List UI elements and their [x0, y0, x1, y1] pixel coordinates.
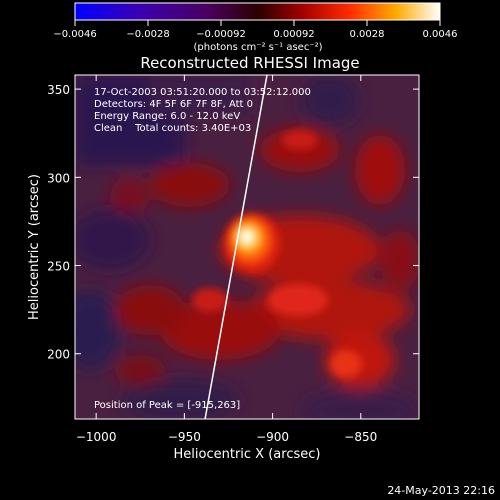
- colorbar-tick-label: 0.00092: [273, 29, 314, 40]
- annotation-energy-range: Energy Range: 6.0 - 12.0 keV: [94, 111, 240, 122]
- solar-limb-curve: [204, 75, 268, 419]
- y-tick-label: 350: [47, 83, 70, 97]
- y-tick-label: 300: [47, 171, 70, 185]
- plot-area: −1000 −950 −900 −850 200 250 300 350: [47, 74, 420, 444]
- annotation-block: 17-Oct-2003 03:51:20.000 to 03:52:12.000…: [94, 87, 311, 134]
- colorbar-ticks: −0.0046 −0.0028 −0.00092 0.00092 0.0028 0.004…: [53, 20, 458, 40]
- footer-timestamp: 24-May-2013 22:16: [387, 484, 495, 497]
- colorbar-tick-label: 0.0028: [350, 29, 385, 40]
- y-axis-ticks: 200 250 300 350: [47, 83, 419, 362]
- x-tick-label: −1000: [76, 430, 117, 444]
- colorbar-tick-label: −0.0046: [53, 29, 96, 40]
- x-axis-ticks: −1000 −950 −900 −850: [76, 75, 377, 444]
- colorbar: −0.0046 −0.0028 −0.00092 0.00092 0.0028 0.004…: [53, 2, 458, 53]
- annotation-time-range: 17-Oct-2003 03:51:20.000 to 03:52:12.000: [94, 87, 311, 98]
- peak-position-label: Position of Peak = [-915,263]: [94, 400, 240, 411]
- x-tick-label: −850: [344, 430, 377, 444]
- x-tick-label: −950: [168, 430, 201, 444]
- y-axis-label: Heliocentric Y (arcsec): [27, 174, 42, 320]
- colorbar-tick-label: 0.0046: [423, 29, 458, 40]
- x-axis-label: Heliocentric X (arcsec): [174, 447, 321, 462]
- colorbar-units: (photons cm⁻² s⁻¹ asec⁻²): [193, 42, 322, 53]
- y-tick-label: 250: [47, 260, 70, 274]
- plot-frame: [74, 74, 420, 420]
- y-tick-label: 200: [47, 348, 70, 362]
- colorbar-gradient: [74, 2, 441, 21]
- heatmap-image: [75, 75, 419, 419]
- annotation-detectors: Detectors: 4F 5F 6F 7F 8F, Att 0: [94, 99, 253, 110]
- colorbar-tick-label: −0.00092: [196, 29, 246, 40]
- colorbar-tick-label: −0.0028: [126, 29, 169, 40]
- x-tick-label: −900: [256, 430, 289, 444]
- chart-title: Reconstructed RHESSI Image: [140, 54, 359, 72]
- annotation-clean-counts: Clean Total counts: 3.40E+03: [94, 123, 251, 134]
